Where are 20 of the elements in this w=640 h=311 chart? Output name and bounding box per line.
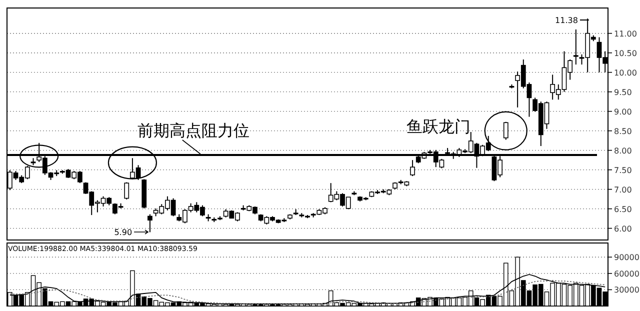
y-tick-label: 11.00 xyxy=(614,29,637,38)
axis-y: 30000 60000 90000 xyxy=(608,253,640,295)
y-tick-label: 30000 xyxy=(614,286,640,295)
annotation: 5.90 xyxy=(114,228,132,237)
y-tick-label: 7.00 xyxy=(614,185,632,194)
y-tick-label: 7.50 xyxy=(614,166,632,175)
annotation: 11.38 xyxy=(555,16,578,25)
y-tick-label: 6.50 xyxy=(614,204,632,214)
y-tick-label: 60000 xyxy=(614,269,640,278)
annotation: 鱼跃龙门 xyxy=(406,117,471,136)
y-tick-label: 8.50 xyxy=(614,126,632,136)
annotation: 11.38 xyxy=(555,16,590,25)
y-tick-label: 10.00 xyxy=(614,68,637,78)
y-tick-label: 6.00 xyxy=(614,224,632,234)
y-tick-label: 9.50 xyxy=(614,88,632,97)
y-tick-label: 8.00 xyxy=(614,146,632,156)
y-tick-label: 10.50 xyxy=(614,48,637,58)
y-tick-label: 90000 xyxy=(614,253,640,262)
y-tick-label: 9.00 xyxy=(614,107,632,116)
ref-line-label: 前期高点阻力位 xyxy=(137,121,250,140)
